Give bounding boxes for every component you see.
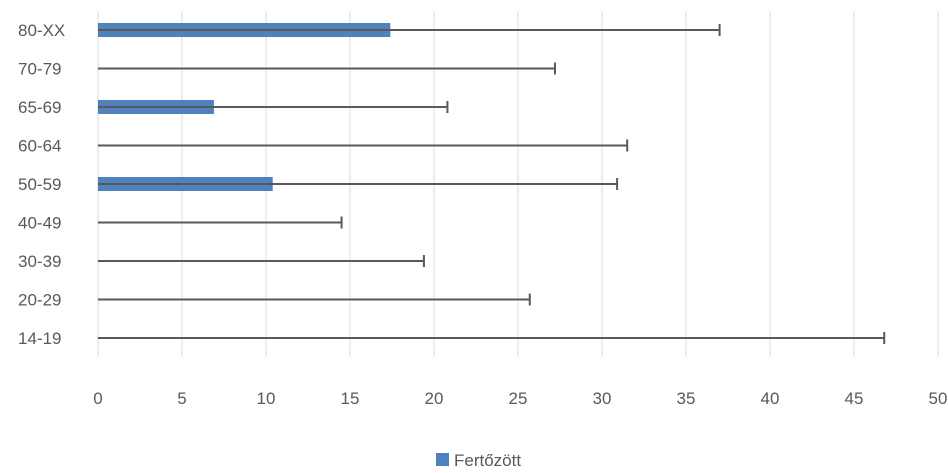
x-tick-label: 10 — [257, 389, 276, 408]
y-tick-label: 20-29 — [18, 291, 61, 310]
legend: Fertőzött — [436, 451, 521, 470]
x-tick-label: 15 — [341, 389, 360, 408]
x-axis-labels: 0 5 10 15 20 25 30 35 40 45 50 — [93, 389, 947, 408]
y-tick-label: 65-69 — [18, 98, 61, 117]
x-tick-label: 25 — [509, 389, 528, 408]
x-tick-label: 35 — [677, 389, 696, 408]
x-tick-label: 40 — [761, 389, 780, 408]
error-bars — [98, 24, 886, 344]
y-tick-label: 80-XX — [18, 21, 65, 40]
y-tick-label: 40-49 — [18, 214, 61, 233]
y-tick-label: 60-64 — [18, 137, 61, 156]
x-tick-label: 5 — [177, 389, 186, 408]
y-axis-labels: 80-XX 70-79 65-69 60-64 50-59 40-49 30-39 20-29… — [18, 21, 65, 348]
y-tick-label: 14-19 — [18, 329, 61, 348]
x-tick-label: 30 — [593, 389, 612, 408]
x-tick-label: 50 — [929, 389, 948, 408]
y-tick-label: 30-39 — [18, 252, 61, 271]
legend-label: Fertőzött — [454, 451, 521, 470]
y-tick-label: 70-79 — [18, 60, 61, 79]
x-tick-label: 45 — [845, 389, 864, 408]
x-tick-label: 0 — [93, 389, 102, 408]
y-tick-label: 50-59 — [18, 175, 61, 194]
x-tick-label: 20 — [425, 389, 444, 408]
legend-swatch — [436, 453, 449, 466]
